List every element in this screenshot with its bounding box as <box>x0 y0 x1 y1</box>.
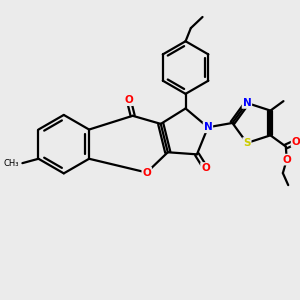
Text: N: N <box>242 98 251 108</box>
Text: O: O <box>292 137 300 147</box>
Text: O: O <box>201 163 210 173</box>
Text: N: N <box>203 122 212 132</box>
Text: CH₃: CH₃ <box>3 159 19 168</box>
Text: O: O <box>142 167 151 178</box>
Text: S: S <box>243 138 251 148</box>
Text: O: O <box>282 154 291 165</box>
Text: O: O <box>124 95 133 105</box>
